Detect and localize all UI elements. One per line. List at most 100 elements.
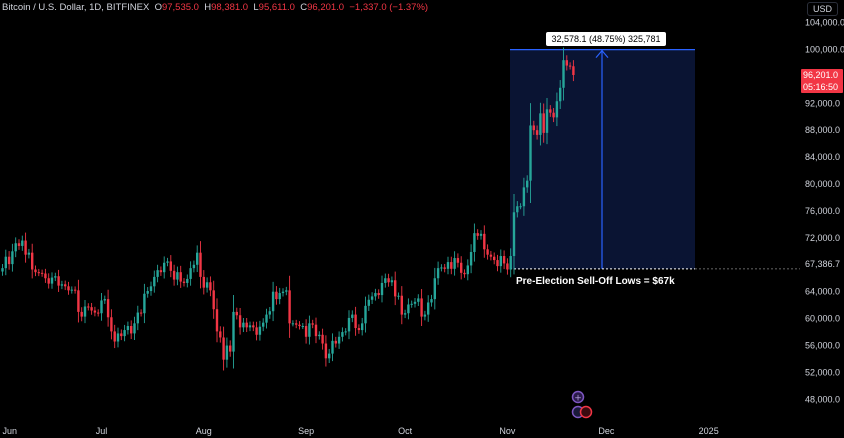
candle-body [271, 291, 275, 312]
candles-group [1, 47, 575, 371]
candle-body [337, 336, 341, 344]
candle-body [377, 293, 380, 296]
time-tick-label: Aug [196, 426, 212, 436]
candle-body [370, 296, 374, 300]
candle-body [219, 331, 222, 338]
candle-body [304, 326, 308, 337]
candle-body [232, 311, 235, 352]
candle-body [374, 293, 377, 297]
candle-body [539, 113, 542, 135]
candle-body [179, 272, 182, 282]
event-earnings-icon [579, 405, 593, 419]
candle-body [318, 334, 321, 337]
candle-body [14, 243, 17, 252]
candle-body [110, 317, 113, 332]
candle-body [7, 256, 11, 265]
candle-body [27, 252, 31, 255]
candle-body [436, 268, 440, 279]
candle-body [384, 278, 387, 283]
candle-body [166, 261, 169, 263]
candle-body [502, 256, 506, 264]
candle-body [97, 312, 100, 314]
candle-body [87, 306, 90, 308]
candle-body [149, 286, 153, 292]
candle-body [153, 276, 156, 287]
candle-body [116, 333, 120, 342]
currency-button[interactable]: USD [806, 2, 838, 16]
candle-body [159, 270, 163, 273]
candle-body [357, 328, 361, 331]
candle-body [209, 282, 212, 291]
candle-body [440, 267, 443, 269]
candle-body [301, 326, 304, 328]
candle-body [453, 258, 456, 269]
candle-body [67, 286, 70, 291]
measure-box[interactable] [510, 49, 800, 270]
candle-body [469, 251, 473, 266]
candle-body [443, 267, 446, 269]
candle-body [390, 280, 394, 283]
candle-body [126, 326, 130, 331]
candle-body [196, 252, 199, 265]
candle-body [361, 323, 364, 331]
candle-body [549, 109, 552, 113]
candle-body [17, 243, 21, 246]
close-value: 96,201.0 [307, 2, 345, 13]
candle-body [238, 315, 242, 328]
candle-body [519, 206, 522, 208]
last-price-badge: 96,201.0 05:16:50 [801, 69, 843, 93]
candle-body [40, 272, 44, 274]
event-plus-glyph: + [574, 394, 582, 404]
candle-body [433, 278, 436, 300]
candle-body [466, 265, 469, 275]
candle-body [176, 272, 179, 280]
measure-arrow-head [595, 49, 609, 59]
candle-body [225, 345, 229, 360]
candle-body [146, 291, 149, 294]
candle-body [344, 331, 347, 333]
symbol-title: Bitcoin / U.S. Dollar, 1D, BITFINEX [2, 2, 150, 13]
price-tick-label: 72,000.0 [805, 233, 840, 243]
candle-body [248, 325, 252, 328]
time-axis[interactable]: Jun Jul Aug Sep Oct Nov Dec 2025 [3, 426, 719, 436]
price-tick-label: 56,000.0 [805, 341, 840, 351]
candle-body [295, 323, 298, 325]
candle-body [73, 289, 77, 291]
candle-body [341, 332, 344, 337]
candle-body [60, 284, 64, 286]
candle-body [54, 276, 57, 278]
candle-body [298, 324, 301, 327]
candle-body [242, 322, 245, 328]
candle-body [506, 263, 509, 270]
candle-body [308, 323, 311, 337]
candle-body [420, 298, 423, 317]
candle-body [156, 270, 159, 277]
candle-body [262, 322, 265, 327]
candle-body [380, 282, 384, 296]
candle-body [258, 326, 262, 335]
event-icons[interactable]: + [571, 390, 593, 419]
candle-body [120, 333, 123, 337]
candle-body [334, 340, 337, 344]
candle-body [212, 290, 215, 310]
candle-body [400, 295, 403, 315]
candle-body [34, 269, 37, 273]
candle-body [328, 353, 331, 359]
candle-body [44, 273, 47, 279]
candle-body [4, 256, 7, 269]
candle-body [522, 187, 526, 207]
candle-body [50, 277, 54, 284]
low-value: 95,611.0 [258, 2, 295, 13]
price-tick-label: 88,000.0 [805, 125, 840, 135]
candle-body [311, 323, 314, 325]
time-tick-label: 2025 [699, 426, 719, 436]
candle-body [559, 87, 562, 102]
candle-body [70, 289, 73, 291]
high-label: H [204, 2, 212, 13]
candle-body [189, 268, 192, 279]
candle-body [143, 293, 146, 314]
candle-body [291, 323, 295, 325]
candle-body [229, 345, 232, 352]
candle-body [572, 66, 575, 75]
